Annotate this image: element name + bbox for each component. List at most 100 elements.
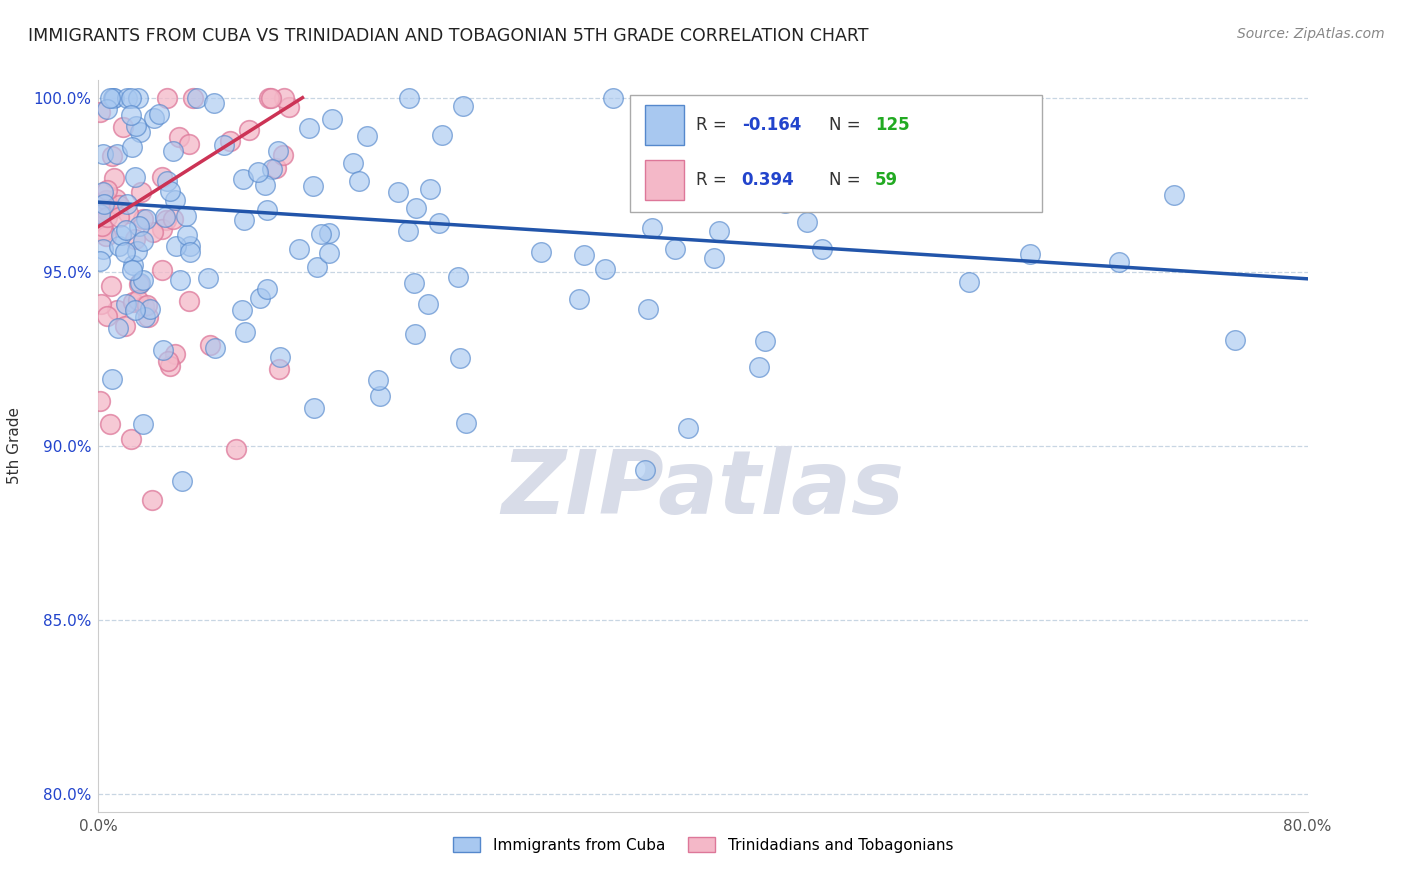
- Point: [370, 389, 392, 403]
- Point: [318, 246, 340, 260]
- Point: [107, 321, 129, 335]
- Point: [117, 206, 139, 220]
- Point: [128, 277, 150, 291]
- Point: [100, 91, 122, 105]
- Point: [132, 234, 155, 248]
- Point: [713, 107, 735, 121]
- Point: [572, 248, 595, 262]
- Point: [232, 213, 254, 227]
- Y-axis label: 5th Grade: 5th Grade: [7, 408, 22, 484]
- Point: [267, 145, 290, 159]
- Point: [107, 211, 129, 225]
- Point: [93, 196, 115, 211]
- Text: 0.394: 0.394: [742, 171, 794, 189]
- Point: [309, 227, 332, 241]
- Point: [124, 119, 146, 133]
- Point: [449, 351, 471, 365]
- Point: [156, 173, 179, 187]
- Text: Source: ZipAtlas.com: Source: ZipAtlas.com: [1237, 27, 1385, 41]
- Point: [125, 244, 148, 258]
- Point: [288, 242, 311, 256]
- Point: [219, 135, 242, 149]
- Point: [233, 325, 256, 339]
- Point: [103, 170, 125, 185]
- Point: [159, 184, 181, 198]
- Legend: Immigrants from Cuba, Trinidadians and Tobagonians: Immigrants from Cuba, Trinidadians and T…: [447, 831, 959, 859]
- Point: [318, 226, 340, 240]
- Point: [142, 225, 165, 239]
- Point: [707, 224, 730, 238]
- Point: [134, 310, 156, 325]
- Point: [262, 161, 284, 176]
- Text: ZIPatlas: ZIPatlas: [502, 446, 904, 533]
- Point: [150, 222, 173, 236]
- Point: [100, 278, 122, 293]
- Point: [356, 128, 378, 143]
- Point: [162, 145, 184, 159]
- Point: [89, 207, 111, 221]
- Point: [91, 146, 114, 161]
- Point: [427, 216, 450, 230]
- Point: [404, 326, 426, 341]
- Point: [676, 420, 699, 434]
- Point: [246, 165, 269, 179]
- Point: [1019, 246, 1042, 260]
- Point: [179, 239, 201, 253]
- Point: [132, 272, 155, 286]
- Point: [122, 258, 145, 272]
- Point: [108, 198, 131, 212]
- Point: [593, 261, 616, 276]
- Point: [98, 417, 121, 431]
- Text: R =: R =: [696, 171, 731, 189]
- Point: [163, 346, 186, 360]
- Point: [273, 91, 295, 105]
- Point: [266, 161, 288, 175]
- Point: [256, 202, 278, 217]
- Point: [115, 297, 138, 311]
- Point: [148, 107, 170, 121]
- Text: 125: 125: [875, 116, 910, 134]
- Point: [94, 228, 117, 243]
- Point: [232, 171, 254, 186]
- Point: [177, 294, 200, 309]
- FancyBboxPatch shape: [630, 95, 1042, 212]
- Point: [114, 319, 136, 334]
- Point: [89, 394, 111, 409]
- Point: [367, 373, 389, 387]
- Point: [405, 201, 427, 215]
- Point: [271, 148, 294, 162]
- Point: [155, 210, 177, 224]
- Point: [342, 156, 364, 170]
- Point: [176, 228, 198, 243]
- Point: [174, 209, 197, 223]
- Point: [129, 185, 152, 199]
- Point: [142, 112, 165, 126]
- Point: [96, 210, 118, 224]
- Point: [703, 251, 725, 265]
- Point: [754, 334, 776, 348]
- Point: [305, 260, 328, 275]
- Point: [127, 91, 149, 105]
- Point: [139, 301, 162, 316]
- Point: [152, 169, 174, 184]
- Point: [93, 223, 115, 237]
- Point: [169, 130, 191, 145]
- Point: [136, 310, 159, 324]
- Point: [132, 417, 155, 432]
- Point: [212, 137, 235, 152]
- Point: [447, 269, 470, 284]
- Point: [637, 301, 659, 316]
- Point: [89, 104, 111, 119]
- Point: [129, 277, 152, 291]
- Point: [162, 212, 184, 227]
- Point: [404, 276, 426, 290]
- Point: [115, 91, 138, 105]
- Point: [91, 186, 114, 200]
- Point: [302, 178, 325, 193]
- Point: [1163, 187, 1185, 202]
- Point: [90, 296, 112, 310]
- Point: [298, 121, 321, 136]
- Point: [249, 291, 271, 305]
- Point: [796, 215, 818, 229]
- Point: [108, 239, 131, 253]
